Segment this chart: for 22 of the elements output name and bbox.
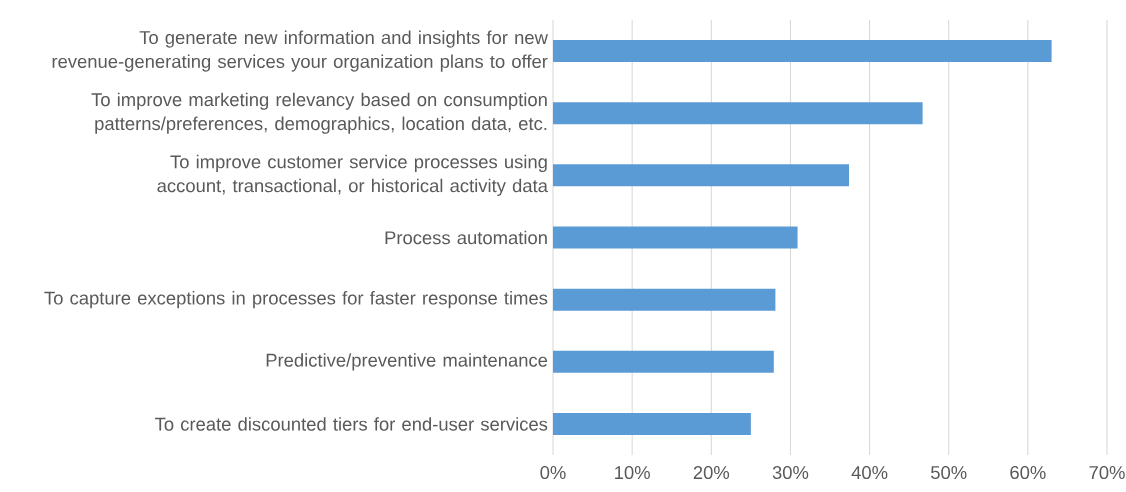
x-tick-label: 70% [1089,466,1125,480]
bar [553,288,776,311]
x-tick-label: 50% [931,466,967,480]
y-tick-label: To create discounted tiers for end-user services [155,417,548,431]
bar [553,226,798,249]
y-tick-label: To capture exceptions in processes for faster response times [44,291,548,309]
y-tick-label: To generate new information and insights for new revenue-generating services your organization plans to offer [52,30,548,72]
x-tick-label: 0% [540,466,566,480]
x-tick-label: 40% [851,466,888,480]
x-tick-label: 30% [772,466,809,480]
y-tick-label: To improve customer service processes using account, transactional, or historical activity data [157,154,548,196]
x-tick-label: 10% [615,466,650,480]
x-tick-label: 60% [1010,466,1046,480]
bar [553,350,774,373]
y-tick-label: Predictive/preventive maintenance [266,353,548,371]
bar [553,102,923,125]
y-tick-label: Process automation [385,230,547,245]
x-tick-label: 20% [693,466,730,480]
bar [553,164,849,187]
bar [553,412,751,435]
bar [553,40,1052,63]
y-tick-label: To improve marketing relevancy based on consumption patterns/preferences, demographics, location data, etc. [91,92,547,134]
